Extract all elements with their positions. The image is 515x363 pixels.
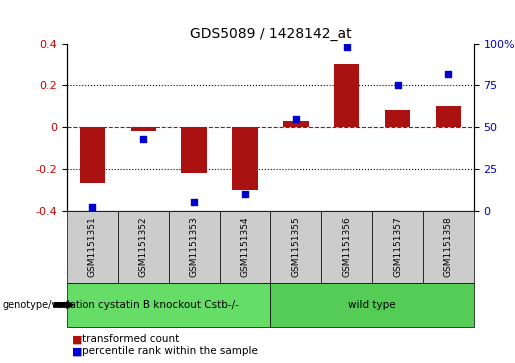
Text: GSM1151355: GSM1151355 bbox=[291, 216, 300, 277]
Point bbox=[342, 44, 351, 50]
Text: ■: ■ bbox=[72, 334, 82, 344]
Text: ■: ■ bbox=[72, 346, 82, 356]
Text: cystatin B knockout Cstb-/-: cystatin B knockout Cstb-/- bbox=[98, 300, 239, 310]
Bar bbox=[283, 121, 308, 127]
Text: GSM1151351: GSM1151351 bbox=[88, 216, 97, 277]
Point bbox=[139, 136, 147, 142]
Bar bbox=[130, 127, 156, 131]
FancyBboxPatch shape bbox=[118, 211, 169, 283]
Text: GSM1151353: GSM1151353 bbox=[190, 216, 199, 277]
Text: GSM1151357: GSM1151357 bbox=[393, 216, 402, 277]
FancyBboxPatch shape bbox=[67, 211, 118, 283]
Point bbox=[393, 82, 402, 88]
Bar bbox=[232, 127, 258, 189]
FancyBboxPatch shape bbox=[169, 211, 219, 283]
Text: wild type: wild type bbox=[348, 300, 396, 310]
Text: GSM1151352: GSM1151352 bbox=[139, 216, 148, 277]
Text: genotype/variation: genotype/variation bbox=[3, 300, 95, 310]
Bar bbox=[436, 106, 461, 127]
Point bbox=[190, 199, 198, 205]
FancyBboxPatch shape bbox=[270, 211, 321, 283]
FancyBboxPatch shape bbox=[270, 283, 474, 327]
Point bbox=[241, 191, 249, 197]
Bar bbox=[80, 127, 105, 183]
FancyBboxPatch shape bbox=[219, 211, 270, 283]
Bar bbox=[385, 110, 410, 127]
Title: GDS5089 / 1428142_at: GDS5089 / 1428142_at bbox=[190, 27, 351, 41]
Text: GSM1151356: GSM1151356 bbox=[342, 216, 351, 277]
Text: percentile rank within the sample: percentile rank within the sample bbox=[82, 346, 259, 356]
FancyBboxPatch shape bbox=[372, 211, 423, 283]
Bar bbox=[334, 65, 359, 127]
Text: transformed count: transformed count bbox=[82, 334, 180, 344]
Bar bbox=[181, 127, 207, 173]
FancyBboxPatch shape bbox=[321, 211, 372, 283]
FancyBboxPatch shape bbox=[67, 283, 270, 327]
FancyBboxPatch shape bbox=[423, 211, 474, 283]
Text: GSM1151354: GSM1151354 bbox=[241, 216, 249, 277]
Point bbox=[88, 204, 96, 210]
Text: GSM1151358: GSM1151358 bbox=[444, 216, 453, 277]
Point bbox=[444, 71, 453, 77]
Point bbox=[291, 116, 300, 122]
